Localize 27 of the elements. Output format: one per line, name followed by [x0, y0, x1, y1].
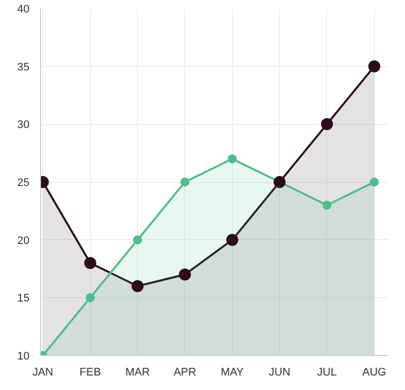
- point: [322, 200, 332, 210]
- x-tick-label: JUL: [317, 366, 337, 378]
- x-tick-label: MAR: [125, 366, 150, 378]
- point: [133, 235, 142, 244]
- point: [368, 60, 380, 72]
- y-tick-label: 25: [17, 177, 30, 189]
- point: [226, 234, 238, 246]
- point: [84, 256, 96, 269]
- y-tick-label: 15: [17, 292, 30, 305]
- y-tick-label: 10: [17, 350, 30, 362]
- x-tick-label: MAY: [220, 366, 244, 378]
- x-tick-label: JUN: [268, 366, 290, 378]
- x-tick-label: FEB: [80, 366, 101, 378]
- x-tick-label: JAN: [32, 366, 54, 378]
- point: [180, 178, 190, 186]
- point: [132, 280, 144, 292]
- point: [178, 268, 191, 281]
- y-tick-label: 35: [17, 61, 30, 74]
- x-tick-label: AUG: [362, 366, 386, 378]
- point: [370, 178, 379, 186]
- y-tick-label: 20: [17, 234, 30, 247]
- y-tick-label: 30: [17, 119, 30, 132]
- x-tick-label: APR: [174, 366, 196, 378]
- y-tick-label: 40: [17, 4, 30, 16]
- point: [86, 293, 95, 302]
- point: [228, 154, 237, 164]
- point: [320, 118, 333, 130]
